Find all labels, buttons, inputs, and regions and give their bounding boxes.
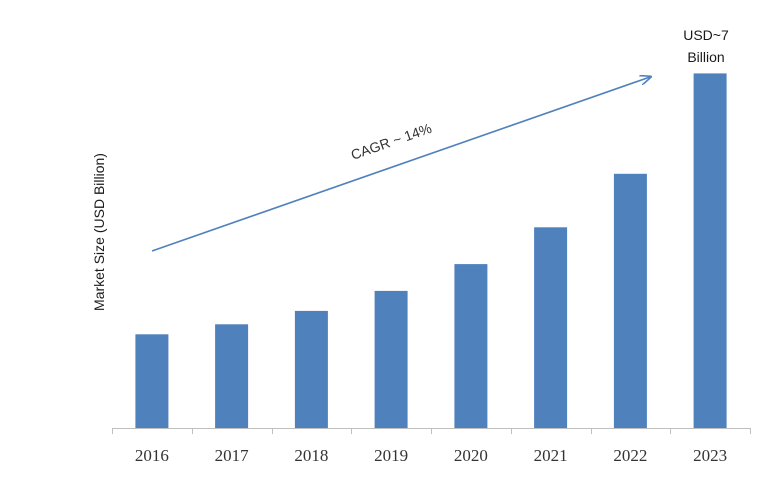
x-tick-label-2016: 2016: [135, 446, 169, 465]
bar-2022: [613, 173, 647, 428]
bar-2016: [135, 334, 169, 428]
bar-2023: [693, 73, 727, 429]
bar-2021: [534, 227, 568, 428]
x-axis-ticks: [112, 428, 751, 434]
bar-2019: [374, 290, 408, 428]
last-bar-annotation-line1: USD~7: [683, 27, 729, 43]
bar-2020: [454, 264, 488, 428]
x-tick-label-2022: 2022: [613, 446, 647, 465]
x-tick-label-2018: 2018: [294, 446, 328, 465]
cagr-trend-arrow: [151, 77, 650, 252]
y-axis-title: Market Size (USD Billion): [91, 153, 107, 311]
x-tick-label-2023: 2023: [693, 446, 727, 465]
bars-group: [135, 73, 727, 429]
x-axis-tick-labels: 2016 2017 2018 2019 2020 2021 2022 2023: [135, 446, 727, 465]
x-tick-label-2017: 2017: [215, 446, 250, 465]
x-tick-label-2020: 2020: [454, 446, 488, 465]
bar-2017: [215, 324, 249, 428]
x-tick-label-2021: 2021: [534, 446, 568, 465]
last-bar-annotation-line2: Billion: [687, 49, 724, 65]
bar-2018: [294, 310, 328, 428]
x-tick-label-2019: 2019: [374, 446, 408, 465]
